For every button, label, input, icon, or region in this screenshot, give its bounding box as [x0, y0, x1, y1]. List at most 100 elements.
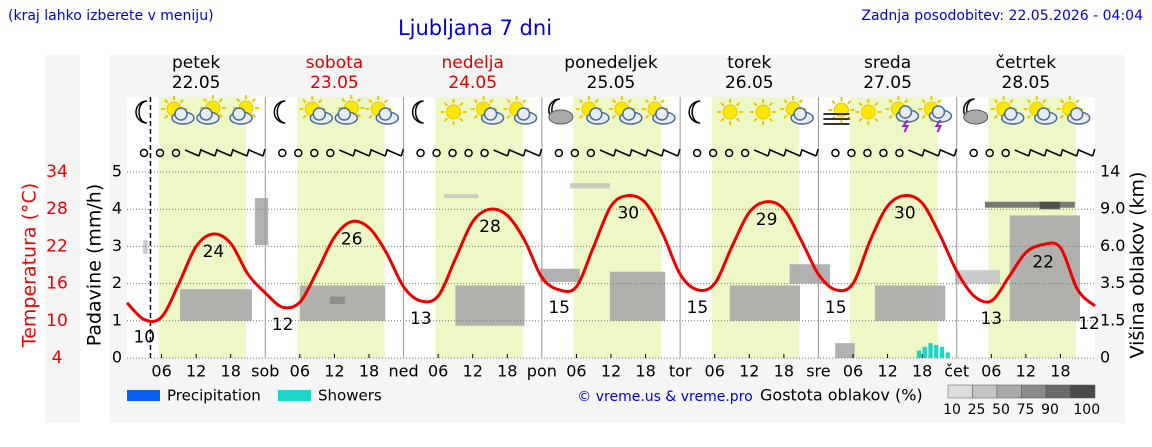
x-tick-label: 06 [290, 362, 310, 381]
wind-calm [155, 148, 165, 158]
wind-barb [663, 149, 679, 157]
x-tick-label: 06 [843, 362, 863, 381]
wind-barb [908, 149, 923, 157]
sun-ray [356, 98, 362, 103]
wind-barb [1014, 149, 1030, 157]
sun-ray [506, 99, 511, 104]
sun-ray [644, 114, 650, 119]
y-axis-label: Padavine (mm/h) [84, 184, 106, 347]
sun-ray [506, 114, 511, 119]
x-tick-label: 06 [705, 362, 725, 381]
day-date: 28.05 [1002, 73, 1051, 93]
temp-label: 22 [1032, 253, 1054, 273]
sun-ray [459, 102, 464, 107]
sun-ray [874, 102, 879, 107]
cloud [931, 105, 946, 119]
wind-barb [522, 148, 527, 157]
sun-ray [611, 114, 617, 119]
wind-calm [586, 148, 596, 158]
density-label: 25 [968, 402, 986, 418]
wind-calm [969, 148, 978, 158]
wind-barb [214, 148, 218, 157]
temp-tick-label: 28 [46, 199, 68, 219]
temp-label: 29 [756, 210, 778, 230]
sun-ray [993, 114, 999, 119]
temp-tick-label: 22 [46, 236, 68, 256]
sun-ray [783, 99, 788, 104]
precip-bar [939, 346, 945, 358]
x-tick-label: 06 [151, 362, 171, 381]
sun-ray [937, 99, 942, 104]
x-tick-label: 12 [186, 362, 206, 381]
sun-ray [753, 102, 758, 107]
wind-barb [769, 149, 785, 157]
temp-axis-label: Temperatura (°C) [19, 183, 41, 348]
temp-label: 30 [617, 204, 639, 224]
density-swatch [996, 384, 1022, 399]
wind-calm [464, 148, 473, 158]
x-tick-label: 12 [601, 362, 621, 381]
cloud [1069, 107, 1084, 121]
y-tick-label: 4 [112, 199, 122, 218]
wind-barb [953, 148, 958, 157]
y2-axis-label: Višina oblakov (km) [1127, 172, 1149, 359]
sun-ray [164, 114, 169, 119]
temp-label: 30 [894, 204, 916, 224]
wind-calm [554, 148, 564, 158]
sun-ray [473, 99, 478, 104]
cloud [483, 107, 498, 121]
sun-ray [768, 117, 774, 122]
day-abbr: sre [806, 362, 830, 381]
wind-barb [1043, 148, 1048, 157]
y2-tick-label: 0 [1100, 348, 1110, 367]
cloud [232, 107, 246, 121]
x-tick-label: 18 [359, 362, 379, 381]
wind-barb [509, 149, 524, 157]
density-label: 10 [943, 402, 961, 418]
y-tick-label: 1 [112, 310, 122, 329]
cloud-block [570, 183, 610, 189]
cloud [337, 107, 352, 121]
wind-barb [629, 148, 633, 157]
cloud [589, 107, 603, 121]
sun [446, 104, 462, 120]
cloud [793, 107, 807, 121]
sun-ray [164, 99, 169, 104]
cloud [378, 107, 393, 121]
wind-barb [384, 148, 389, 157]
wind-calm [985, 148, 994, 158]
y-tick-label: 2 [112, 273, 122, 292]
sun-ray [874, 117, 879, 122]
sun-ray [831, 100, 836, 105]
x-tick-label: 12 [1016, 362, 1036, 381]
wind-calm [171, 148, 181, 158]
cloud-block [540, 268, 580, 283]
cloud-block [254, 198, 269, 246]
sun-ray [921, 99, 926, 104]
sun-ray [753, 117, 758, 122]
cloud-block [180, 289, 253, 321]
sun-ray [356, 113, 362, 118]
wind-barb [248, 149, 264, 157]
sun-ray [847, 115, 852, 120]
sun-ray [1009, 99, 1014, 104]
sun-ray [251, 113, 256, 118]
wind-barb [631, 149, 647, 157]
sun-ray [720, 117, 725, 122]
density-swatch [972, 384, 998, 399]
wind-barb [368, 148, 373, 157]
temp-label: 28 [479, 217, 501, 237]
wind-barb [262, 148, 266, 157]
wind-barb [615, 149, 631, 157]
sun-ray [368, 99, 373, 104]
wind-barb [1046, 149, 1062, 157]
y-tick-label: 0 [112, 348, 122, 367]
x-tick-label: 18 [635, 362, 655, 381]
cloud-block [455, 285, 525, 326]
sun-ray [798, 99, 804, 104]
day-date: 22.05 [172, 73, 221, 93]
y-tick-label: 3 [112, 236, 122, 255]
wind-calm [724, 148, 734, 158]
density-label: 75 [1017, 402, 1035, 418]
wind-barb [753, 149, 769, 157]
